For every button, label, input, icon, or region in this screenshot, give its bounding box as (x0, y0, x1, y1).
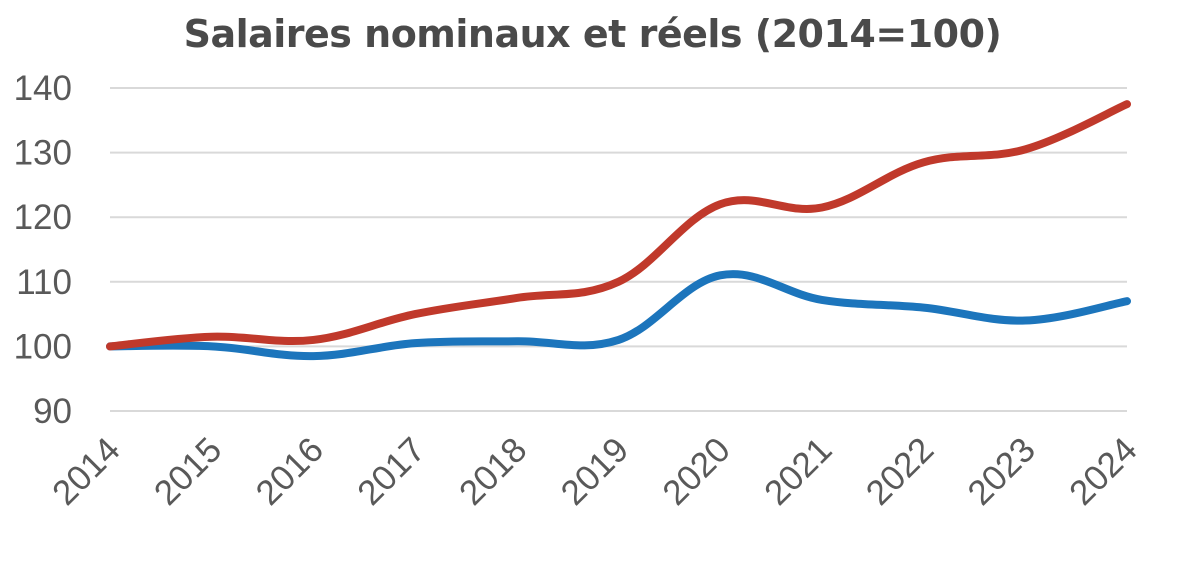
x-tick-label: 2024 (1062, 430, 1145, 513)
x-tick-label: 2014 (45, 430, 128, 513)
x-tick-label: 2023 (960, 430, 1043, 513)
series-line-red (106, 100, 1131, 351)
y-tick-label: 110 (16, 263, 72, 302)
gridlines (110, 87, 1127, 412)
y-tick-label: 120 (14, 198, 72, 237)
x-tick-label: 2022 (859, 430, 942, 513)
x-axis-ticks: 2014 2015 2016 2017 2018 2019 2020 2021 2022 2023… (45, 430, 1145, 513)
x-tick-label: 2015 (147, 430, 230, 513)
y-axis-ticks: 140 130 120 110 100 90 (14, 69, 72, 431)
x-tick-label: 2021 (757, 430, 840, 513)
chart-title: Salaires nominaux et réels (2014=100) (183, 12, 1002, 56)
series-line-blue (106, 270, 1131, 361)
x-tick-label: 2019 (554, 430, 637, 513)
y-tick-label: 130 (14, 134, 72, 173)
x-tick-label: 2018 (452, 430, 535, 513)
series-lines (106, 100, 1131, 361)
y-tick-label: 100 (14, 327, 72, 366)
x-tick-label: 2020 (655, 430, 738, 513)
y-tick-label: 90 (33, 392, 72, 431)
x-tick-label: 2017 (350, 430, 433, 513)
x-tick-label: 2016 (248, 430, 331, 513)
y-tick-label: 140 (14, 69, 72, 108)
